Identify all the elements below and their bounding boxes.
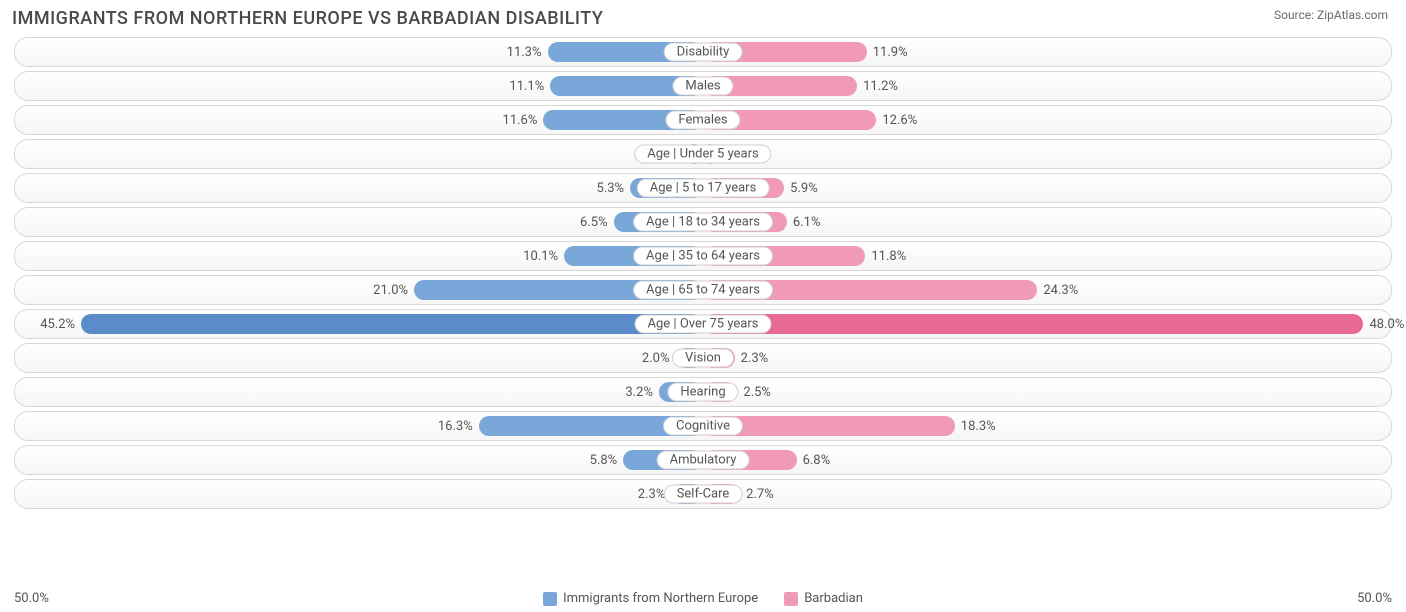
row-label: Males xyxy=(672,77,733,96)
row-label: Age | Under 5 years xyxy=(634,145,771,164)
value-right: 24.3% xyxy=(1043,276,1078,304)
value-left: 11.1% xyxy=(509,72,544,100)
row-label: Disability xyxy=(664,43,743,62)
value-right: 6.8% xyxy=(803,446,831,474)
axis-max-right: 50.0% xyxy=(1357,591,1392,606)
row-label: Hearing xyxy=(667,383,738,402)
value-right: 11.2% xyxy=(863,72,898,100)
value-right: 2.7% xyxy=(746,480,774,508)
chart-source: Source: ZipAtlas.com xyxy=(1274,8,1388,22)
value-right: 18.3% xyxy=(961,412,996,440)
row-label: Ambulatory xyxy=(657,451,750,470)
chart-footer: 50.0% Immigrants from Northern Europe Ba… xyxy=(14,591,1392,606)
value-left: 6.5% xyxy=(580,208,608,236)
value-right: 2.5% xyxy=(743,378,771,406)
value-left: 11.3% xyxy=(507,38,542,66)
axis-max-left: 50.0% xyxy=(14,591,49,606)
legend-swatch-right xyxy=(784,592,798,606)
chart-row: 6.5% 6.1% Age | 18 to 34 years xyxy=(14,207,1392,237)
chart-row: 21.0% 24.3% Age | 65 to 74 years xyxy=(14,275,1392,305)
chart-row: 10.1% 11.8% Age | 35 to 64 years xyxy=(14,241,1392,271)
chart-row: 11.1% 11.2% Males xyxy=(14,71,1392,101)
legend-item-left: Immigrants from Northern Europe xyxy=(543,591,758,606)
value-right: 5.9% xyxy=(790,174,818,202)
legend-swatch-left xyxy=(543,592,557,606)
chart-row: 2.3% 2.7%Self-Care xyxy=(14,479,1392,509)
value-right: 48.0% xyxy=(1369,310,1404,338)
legend: Immigrants from Northern Europe Barbadia… xyxy=(543,591,863,606)
value-right: 12.6% xyxy=(882,106,917,134)
value-left: 3.2% xyxy=(625,378,653,406)
row-label: Age | 65 to 74 years xyxy=(633,281,773,300)
value-right: 6.1% xyxy=(793,208,821,236)
value-left: 21.0% xyxy=(373,276,408,304)
value-left: 16.3% xyxy=(438,412,473,440)
value-left: 5.3% xyxy=(597,174,625,202)
chart-header: IMMIGRANTS FROM NORTHERN EUROPE VS BARBA… xyxy=(0,0,1406,31)
chart-row: 11.6% 12.6% Females xyxy=(14,105,1392,135)
value-right: 11.8% xyxy=(871,242,906,270)
row-label: Self-Care xyxy=(664,485,743,504)
value-left: 2.0% xyxy=(642,344,670,372)
chart-title: IMMIGRANTS FROM NORTHERN EUROPE VS BARBA… xyxy=(12,8,603,29)
row-label: Age | Over 75 years xyxy=(635,315,772,334)
row-label: Age | 18 to 34 years xyxy=(633,213,773,232)
diverging-bar-chart: 11.3% 11.9% Disability 11.1% 11.2% Males 11.6%… xyxy=(14,37,1392,509)
chart-row: 5.3% 5.9% Age | 5 to 17 years xyxy=(14,173,1392,203)
chart-row: 5.8% 6.8% Ambulatory xyxy=(14,445,1392,475)
chart-row: 16.3% 18.3% Cognitive xyxy=(14,411,1392,441)
chart-row: 45.2%48.0%Age | Over 75 years xyxy=(14,309,1392,339)
chart-row: 11.3% 11.9% Disability xyxy=(14,37,1392,67)
row-label: Cognitive xyxy=(663,417,743,436)
chart-row: 3.2% 2.5% Hearing xyxy=(14,377,1392,407)
value-left: 2.3% xyxy=(638,480,666,508)
chart-row: 1.3%1.0%Age | Under 5 years xyxy=(14,139,1392,169)
row-label: Females xyxy=(665,111,740,130)
legend-label-left: Immigrants from Northern Europe xyxy=(563,591,758,606)
bar-left xyxy=(81,314,703,334)
legend-label-right: Barbadian xyxy=(804,591,863,606)
value-left: 11.6% xyxy=(503,106,538,134)
value-right: 11.9% xyxy=(873,38,908,66)
row-label: Age | 5 to 17 years xyxy=(637,179,770,198)
value-left: 5.8% xyxy=(590,446,618,474)
chart-row: 2.0% 2.3% Vision xyxy=(14,343,1392,373)
row-label: Vision xyxy=(672,349,734,368)
value-right: 2.3% xyxy=(741,344,769,372)
value-left: 45.2% xyxy=(40,310,75,338)
legend-item-right: Barbadian xyxy=(784,591,863,606)
value-left: 10.1% xyxy=(523,242,558,270)
row-label: Age | 35 to 64 years xyxy=(633,247,773,266)
bar-right xyxy=(703,314,1363,334)
